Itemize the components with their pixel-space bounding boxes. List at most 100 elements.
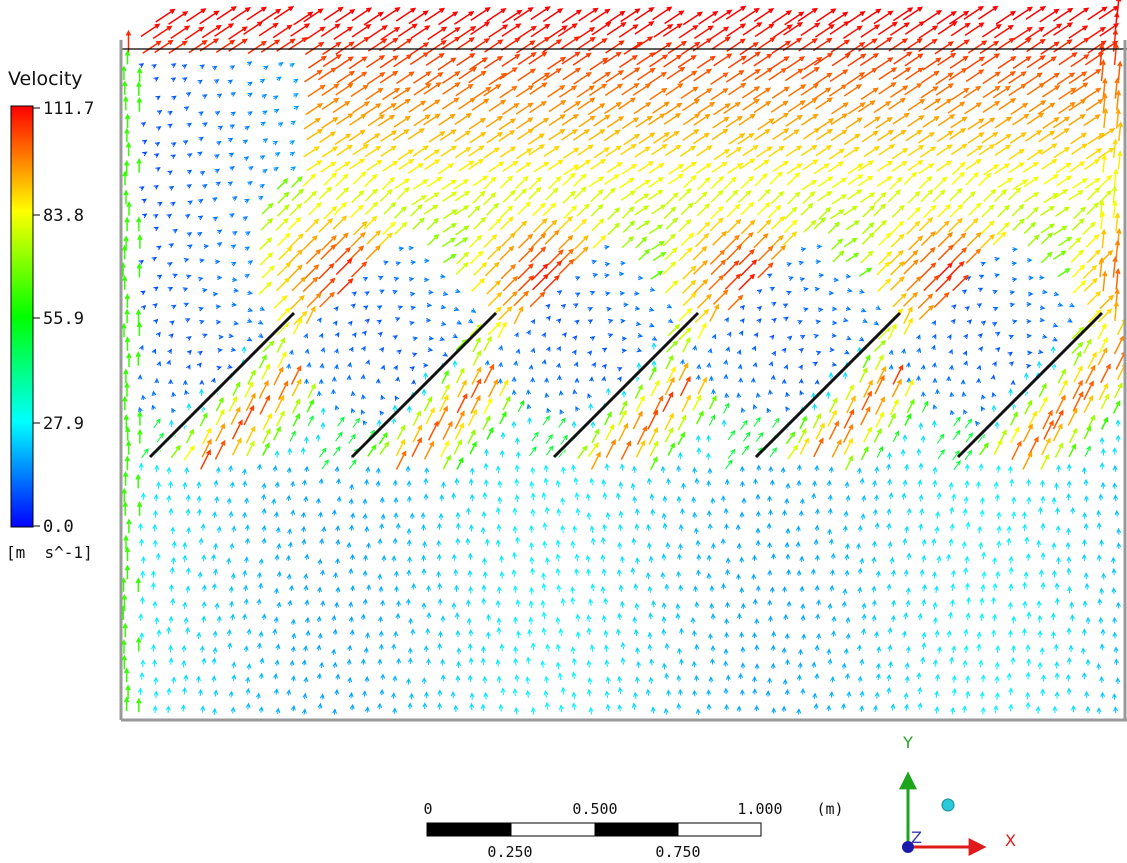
velocity-vector [499, 411, 507, 425]
velocity-vector [244, 246, 251, 252]
velocity-vector [1069, 161, 1086, 173]
velocity-vector [814, 644, 820, 651]
velocity-vector [261, 613, 267, 620]
velocity-vector [421, 388, 427, 396]
velocity-vector [991, 391, 997, 398]
velocity-vector [635, 439, 646, 458]
velocity-vector [786, 568, 791, 576]
velocity-vector [365, 245, 381, 261]
velocity-vector [796, 464, 802, 471]
velocity-vector [318, 262, 335, 280]
velocity-vector [645, 688, 651, 696]
velocity-vector [555, 643, 561, 652]
velocity-vector [482, 491, 488, 500]
velocity-vector [346, 541, 352, 549]
velocity-vector [739, 304, 745, 311]
velocity-vector [530, 318, 536, 325]
velocity-vector [349, 553, 355, 561]
velocity-vector [636, 347, 643, 353]
velocity-vector [306, 160, 323, 172]
velocity-vector [1083, 114, 1101, 127]
velocity-vector [440, 36, 461, 50]
velocity-vector [421, 677, 427, 685]
velocity-vector [936, 10, 957, 25]
velocity-vector [845, 384, 854, 401]
velocity-vector [964, 449, 973, 460]
velocity-vector [315, 433, 321, 442]
velocity-vector [617, 568, 622, 577]
scale-segment [510, 822, 596, 837]
velocity-vector [1054, 482, 1059, 490]
velocity-vector [601, 614, 607, 623]
velocity-vector [935, 510, 940, 519]
velocity-vector [607, 318, 614, 324]
velocity-vector [948, 611, 953, 620]
velocity-vector [662, 233, 676, 247]
velocity-vector [1023, 176, 1040, 188]
velocity-vector [561, 51, 581, 65]
velocity-vector [1100, 628, 1106, 636]
velocity-vector [1065, 541, 1071, 550]
velocity-vector [247, 260, 254, 265]
velocity-vector [514, 494, 520, 503]
velocity-vector [412, 410, 421, 427]
velocity-vector [666, 689, 672, 697]
velocity-vector [993, 438, 1003, 456]
velocity-vector [814, 508, 820, 515]
velocity-vector [1027, 410, 1037, 428]
velocity-vector [201, 600, 207, 609]
velocity-vector [171, 304, 177, 310]
velocity-vector [976, 303, 983, 308]
velocity-vector [482, 415, 491, 431]
velocity-vector [918, 217, 934, 232]
velocity-vector [153, 418, 161, 429]
velocity-vector [948, 67, 968, 81]
velocity-vector [365, 631, 370, 639]
velocity-vector [241, 345, 247, 354]
velocity-vector [726, 203, 741, 218]
velocity-vector [199, 379, 205, 385]
velocity-vector [482, 570, 488, 579]
velocity-vector [813, 72, 833, 86]
velocity-vector [139, 538, 144, 547]
velocity-vector [335, 478, 341, 485]
velocity-vector [709, 249, 726, 265]
velocity-vector [532, 202, 546, 217]
velocity-vector [934, 690, 939, 698]
velocity-vector [197, 215, 204, 221]
velocity-vector [468, 478, 474, 486]
velocity-vector [228, 26, 248, 40]
velocity-vector [936, 130, 954, 143]
velocity-vector [785, 114, 803, 127]
velocity-vector [978, 274, 985, 280]
velocity-vector [541, 627, 547, 636]
velocity-vector [706, 689, 712, 696]
velocity-vector [287, 599, 293, 607]
velocity-vector [920, 364, 926, 370]
velocity-vector [1040, 143, 1058, 155]
velocity-vector [375, 480, 381, 487]
velocity-vector [319, 661, 324, 668]
velocity-vector [216, 6, 237, 21]
velocity-vector [753, 128, 771, 141]
velocity-vector [182, 554, 188, 563]
velocity-vector [441, 71, 461, 84]
velocity-vector [273, 108, 280, 114]
velocity-vector [423, 113, 441, 126]
velocity-vector [303, 264, 320, 280]
velocity-vector [1043, 192, 1059, 204]
velocity-vector [156, 126, 162, 131]
velocity-vector [647, 631, 653, 640]
velocity-vector [483, 176, 497, 190]
velocity-vector [454, 146, 472, 159]
velocity-vector [275, 526, 281, 533]
velocity-vector [1008, 703, 1014, 712]
velocity-vector [365, 87, 384, 101]
velocity-vector [604, 83, 624, 97]
velocity-vector [590, 537, 596, 545]
velocity-vector [803, 219, 817, 233]
velocity-vector [800, 687, 806, 695]
velocity-vector [754, 67, 774, 81]
velocity-vector [847, 189, 863, 200]
velocity-vector [635, 395, 645, 412]
